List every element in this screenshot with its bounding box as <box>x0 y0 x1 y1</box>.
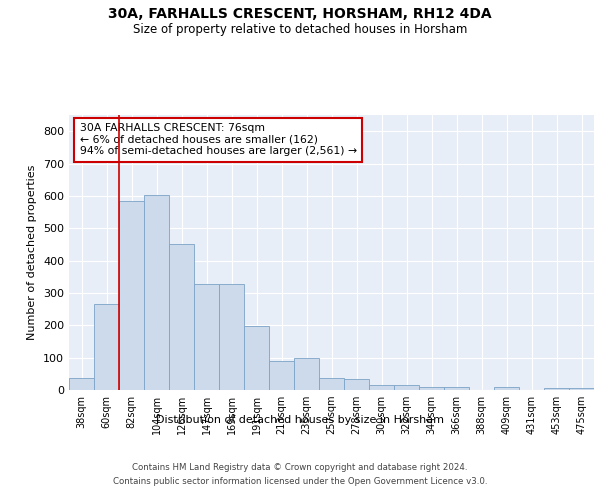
Bar <box>394 386 419 390</box>
Bar <box>444 387 469 390</box>
Text: Size of property relative to detached houses in Horsham: Size of property relative to detached ho… <box>133 22 467 36</box>
Text: Distribution of detached houses by size in Horsham: Distribution of detached houses by size … <box>156 415 444 425</box>
Bar <box>169 244 194 390</box>
Bar <box>494 388 519 390</box>
Bar <box>344 378 369 390</box>
Bar <box>119 200 144 390</box>
Bar <box>219 284 244 390</box>
Bar <box>69 378 94 390</box>
Bar <box>144 195 169 390</box>
Text: 30A, FARHALLS CRESCENT, HORSHAM, RH12 4DA: 30A, FARHALLS CRESCENT, HORSHAM, RH12 4D… <box>108 8 492 22</box>
Bar <box>194 284 219 390</box>
Bar <box>369 386 394 390</box>
Bar <box>419 387 444 390</box>
Text: 30A FARHALLS CRESCENT: 76sqm
← 6% of detached houses are smaller (162)
94% of se: 30A FARHALLS CRESCENT: 76sqm ← 6% of det… <box>79 123 356 156</box>
Text: Contains public sector information licensed under the Open Government Licence v3: Contains public sector information licen… <box>113 478 487 486</box>
Bar <box>569 388 594 390</box>
Text: Contains HM Land Registry data © Crown copyright and database right 2024.: Contains HM Land Registry data © Crown c… <box>132 462 468 471</box>
Y-axis label: Number of detached properties: Number of detached properties <box>28 165 37 340</box>
Bar <box>294 358 319 390</box>
Bar <box>544 388 569 390</box>
Bar <box>244 326 269 390</box>
Bar <box>94 304 119 390</box>
Bar <box>319 378 344 390</box>
Bar <box>269 361 294 390</box>
